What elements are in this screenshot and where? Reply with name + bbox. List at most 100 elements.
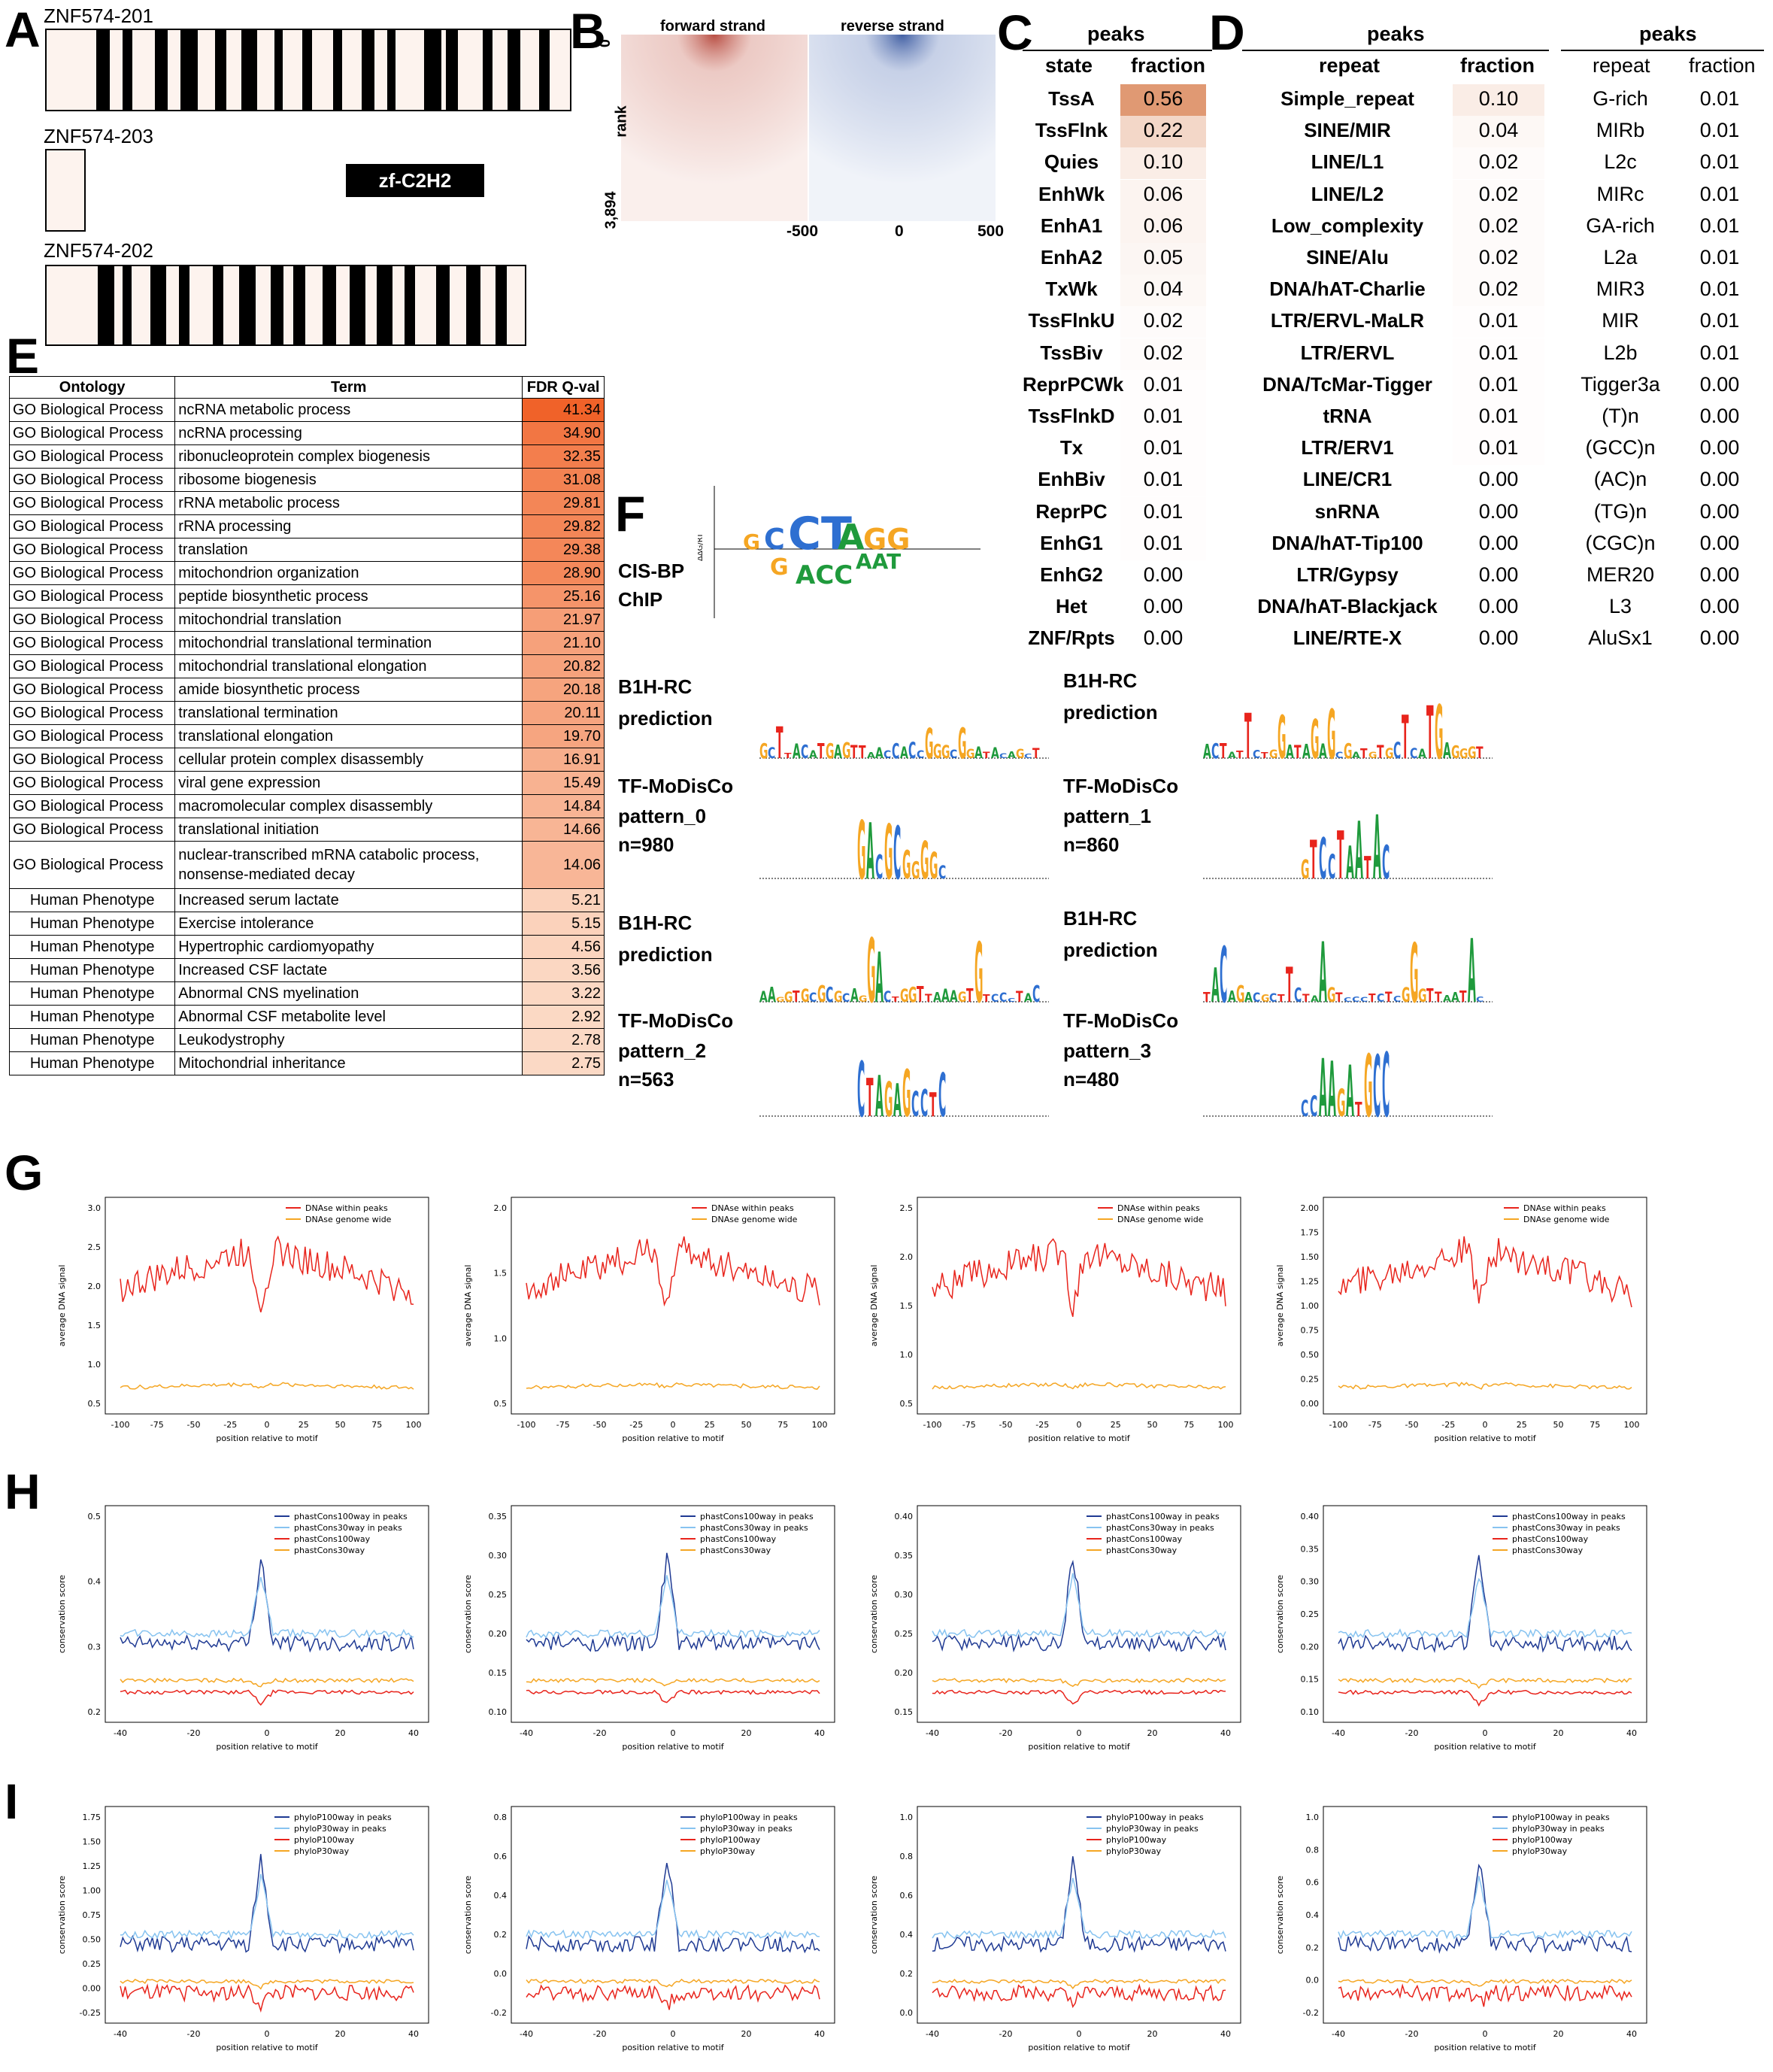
legend-label: phyloP100way in peaks <box>700 1813 798 1822</box>
fdr-cell: 3.56 <box>522 958 605 982</box>
table-row: Human Phenotype Mitochondrial inheritance… <box>8 1051 605 1075</box>
repeat-fraction: 0.01 <box>1478 436 1519 460</box>
panel-label-i: I <box>5 1773 19 1829</box>
y-tick-label: 1.00 <box>83 1886 102 1896</box>
legend-label: phyloP30way <box>700 1846 756 1856</box>
y-axis-label: average DNA signal <box>1275 1265 1285 1347</box>
repeat-element-fraction: 0.01 <box>1699 87 1740 110</box>
logo-letter: G <box>834 989 842 1006</box>
x-tick-label: -40 <box>114 2029 127 2039</box>
repeat-element-fraction: 0.00 <box>1699 626 1740 650</box>
x-axis-label: position relative to motif <box>622 1742 724 1752</box>
zf-c2h2-domain <box>122 30 132 110</box>
series-line-3 <box>932 1983 1226 2009</box>
chromhmm-state: TssFlnkU <box>1028 309 1115 332</box>
logo-letter: A <box>1228 751 1236 761</box>
repeat-family: Simple_repeat <box>1280 87 1414 110</box>
repeat-fraction: 0.01 <box>1478 405 1519 427</box>
x-tick-label: 20 <box>741 1728 752 1738</box>
repeat-element-fraction: 0.00 <box>1699 405 1740 427</box>
isoform-track-202 <box>45 265 526 346</box>
repeat-element: L2b <box>1603 341 1638 364</box>
x-tick-label: -25 <box>1441 1420 1455 1430</box>
x-axis-label: position relative to motif <box>216 1433 318 1443</box>
x-tick-label: 0 <box>671 1728 676 1738</box>
logo-letter: A <box>1319 739 1327 763</box>
plot-frame <box>105 1197 429 1415</box>
repeat-fraction: 0.04 <box>1478 119 1519 142</box>
y-tick-label: 0.35 <box>1301 1544 1320 1554</box>
logo-letter: A <box>933 989 942 1005</box>
domain-legend-zf-c2h2: zf-C2H2 <box>346 164 484 197</box>
series-line-4 <box>932 1978 1226 1989</box>
logo-letter: T <box>1360 745 1368 761</box>
logo-letter: C <box>999 990 1007 1005</box>
phastcons-plot-1: -40 -20 0 20 40 0.2 0.3 0.4 0.5 position relative… <box>57 1505 429 1752</box>
logo-letter: A <box>1302 740 1311 763</box>
zf-c2h2-domain <box>483 30 492 110</box>
repeat-family: LTR/Gypsy <box>1296 563 1399 586</box>
repeat-element: MER20 <box>1586 563 1655 586</box>
chromhmm-fraction: 0.00 <box>1143 626 1184 650</box>
zf-c2h2-domain <box>507 30 521 110</box>
ontology-cell: Human Phenotype <box>8 958 176 982</box>
repeat-fraction: 0.02 <box>1478 278 1519 301</box>
chromhmm-heat-cell <box>1120 147 1206 180</box>
term-cell: nuclear-transcribed mRNA catabolic proce… <box>174 841 523 889</box>
y-tick-label: 2.0 <box>494 1203 508 1213</box>
x-tick-label: 0 <box>671 1420 676 1430</box>
panel-label-e: E <box>6 328 40 384</box>
logo-letter: T <box>1355 1098 1362 1121</box>
logo-letter: A <box>1451 989 1459 1005</box>
repeat-element: MIRc <box>1596 182 1644 205</box>
logo-letter: G <box>1385 745 1393 761</box>
repeat-fraction: 0.10 <box>1478 87 1519 110</box>
repeat-col-left: repeat <box>1319 54 1381 77</box>
repeat-element-fraction: 0.00 <box>1699 468 1740 491</box>
series-line-2 <box>1338 1577 1632 1639</box>
logo-letter: G <box>929 846 938 887</box>
chromhmm-heat-cell <box>1120 211 1206 243</box>
term-cell: mitochondrion organization <box>174 561 523 585</box>
logo-letter: T <box>784 751 792 760</box>
pattern-0-label: pattern_0 <box>618 805 707 827</box>
logo-letter: G <box>900 985 908 1006</box>
x-tick-label: 40 <box>814 1728 825 1738</box>
series-line-1 <box>1338 1863 1632 1955</box>
legend-label: phyloP100way <box>1106 1835 1167 1845</box>
isoform-track-203 <box>45 149 86 232</box>
series-line-2 <box>120 1873 414 1940</box>
x-axis-label: position relative to motif <box>216 2043 318 2052</box>
plot-frame <box>917 1197 1241 1415</box>
repeat-fraction: 0.02 <box>1478 214 1519 237</box>
logo-letter: T <box>1335 990 1343 1005</box>
legend-label: phyloP30way in peaks <box>294 1824 386 1834</box>
x-tick-label: -25 <box>629 1420 643 1430</box>
fdr-cell: 4.56 <box>522 935 605 959</box>
chromhmm-fraction: 0.00 <box>1143 595 1184 618</box>
b1h-label-1: B1H-RC <box>1063 669 1138 692</box>
logo-letter: G <box>920 830 929 887</box>
ontology-cell: GO Biological Process <box>8 794 176 818</box>
chromhmm-fraction: 0.56 <box>1143 87 1184 110</box>
repeat-family: SINE/Alu <box>1306 246 1389 268</box>
y-tick-label: 0.30 <box>489 1551 508 1561</box>
x-tick-label: 40 <box>408 2029 419 2039</box>
logo-letter: T <box>1337 818 1344 887</box>
logo-letter: C <box>1360 996 1368 1004</box>
y-tick-label: 0.8 <box>1306 1845 1320 1855</box>
logo-letter: C <box>920 1084 928 1125</box>
series-line-4 <box>1338 1978 1632 1987</box>
logo-letter: G <box>1016 747 1024 761</box>
zf-c2h2-domain <box>270 266 284 344</box>
x-tick-label: -100 <box>1329 1420 1348 1430</box>
series-line-3 <box>120 1983 414 2013</box>
term-cell: mitochondrial translational elongation <box>174 654 523 678</box>
x-tick-label: 0 <box>1077 1728 1082 1738</box>
ontology-cell: GO Biological Process <box>8 654 176 678</box>
phastcons-plot-2: -40 -20 0 20 40 0.10 0.15 0.20 0.25 0.30 0.35 posit… <box>463 1505 835 1752</box>
fdr-cell: 2.92 <box>522 1005 605 1029</box>
series-line-4 <box>120 1677 414 1688</box>
y-axis-label: conservation score <box>57 1575 67 1653</box>
